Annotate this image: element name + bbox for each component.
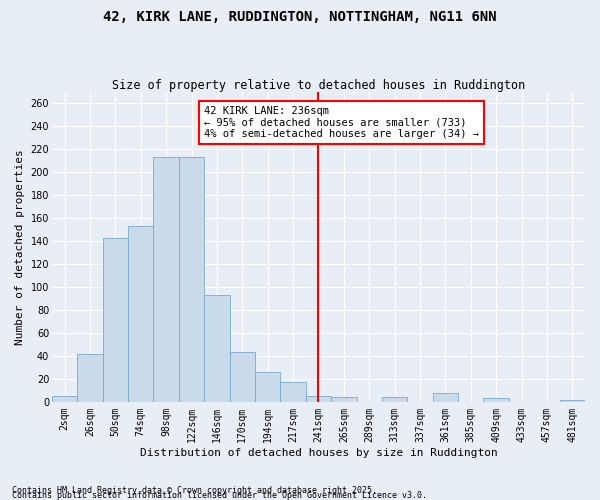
Text: Contains public sector information licensed under the Open Government Licence v3: Contains public sector information licen… [12, 491, 427, 500]
Bar [154, 158, 179, 402]
Text: Contains HM Land Registry data © Crown copyright and database right 2025.: Contains HM Land Registry data © Crown c… [12, 486, 377, 495]
Y-axis label: Number of detached properties: Number of detached properties [15, 149, 25, 345]
Bar [560, 400, 585, 402]
Bar [52, 396, 77, 402]
Text: 42, KIRK LANE, RUDDINGTON, NOTTINGHAM, NG11 6NN: 42, KIRK LANE, RUDDINGTON, NOTTINGHAM, N… [103, 10, 497, 24]
Bar [433, 392, 458, 402]
Title: Size of property relative to detached houses in Ruddington: Size of property relative to detached ho… [112, 79, 525, 92]
Bar [331, 397, 356, 402]
Bar [255, 372, 280, 402]
Bar [280, 382, 306, 402]
Bar [382, 397, 407, 402]
Bar [204, 295, 230, 402]
Bar [77, 354, 103, 402]
Bar [484, 398, 509, 402]
X-axis label: Distribution of detached houses by size in Ruddington: Distribution of detached houses by size … [140, 448, 497, 458]
Bar [230, 352, 255, 402]
Bar [128, 226, 154, 402]
Bar [179, 158, 204, 402]
Text: 42 KIRK LANE: 236sqm
← 95% of detached houses are smaller (733)
4% of semi-detac: 42 KIRK LANE: 236sqm ← 95% of detached h… [204, 106, 479, 139]
Bar [306, 396, 331, 402]
Bar [103, 238, 128, 402]
